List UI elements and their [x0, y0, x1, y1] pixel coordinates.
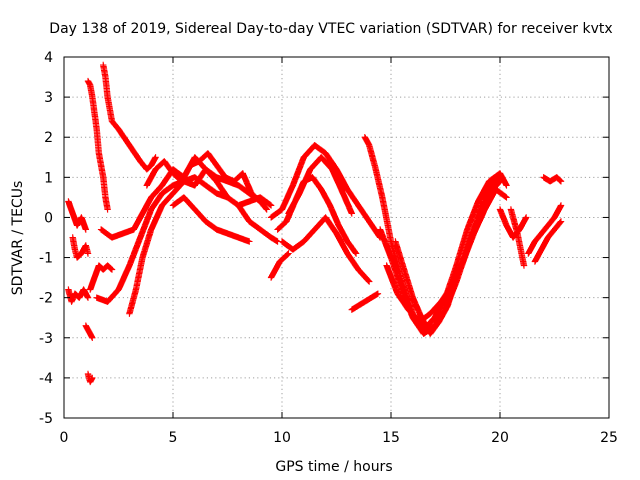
y-tick-label: 1 [44, 170, 53, 186]
y-tick-label: 3 [44, 90, 53, 106]
y-tick-label: -2 [39, 291, 53, 307]
y-tick-label: 4 [44, 50, 53, 66]
grid [64, 57, 609, 418]
plot-frame [63, 56, 610, 419]
y-tick-label: 2 [44, 130, 53, 146]
y-axis-label: SDTVAR / TECUs [10, 181, 26, 296]
y-tick-label: -1 [39, 251, 53, 267]
x-tick-label: 20 [491, 430, 509, 446]
x-tick-label: 0 [60, 430, 69, 446]
y-tick-label: -4 [39, 371, 53, 387]
scatter-plus-markers [65, 61, 565, 386]
axes: 0 5 10 15 20 25 -5 -4 -3 -2 -1 0 1 2 3 4 [39, 50, 618, 446]
y-tick-label: -5 [39, 411, 53, 427]
x-tick-label: 15 [382, 430, 400, 446]
data-points [65, 61, 565, 386]
y-tick-label: 0 [44, 210, 53, 226]
x-tick-label: 10 [273, 430, 291, 446]
x-axis-label: GPS time / hours [275, 459, 392, 475]
chart-title: Day 138 of 2019, Sidereal Day-to-day VTE… [49, 21, 612, 37]
x-tick-label: 25 [600, 430, 618, 446]
y-tick-label: -3 [39, 331, 53, 347]
x-tick-label: 5 [169, 430, 178, 446]
